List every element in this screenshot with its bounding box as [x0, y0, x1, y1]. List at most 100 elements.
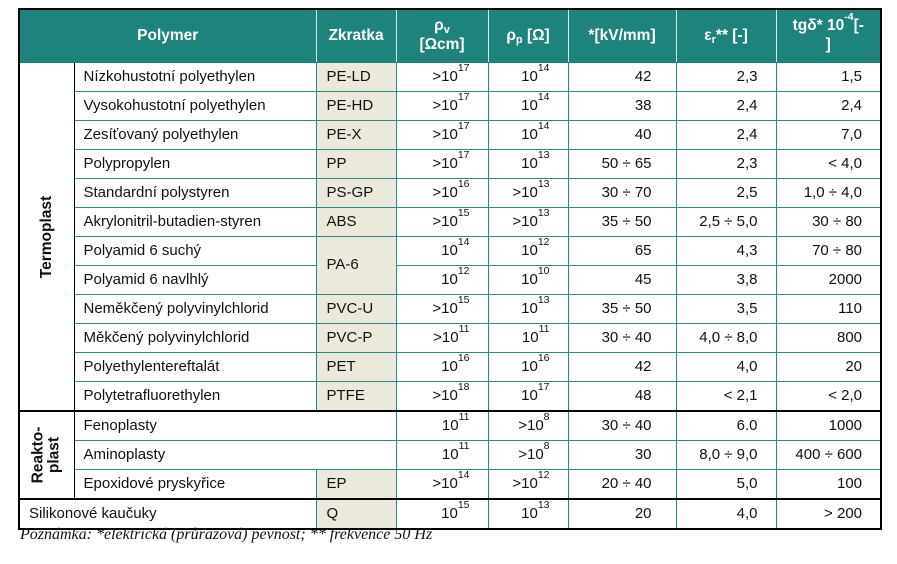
cell-strength: 42	[567, 62, 677, 92]
cell-abbreviation: PVC-U	[315, 294, 397, 324]
cell-strength: 65	[567, 236, 677, 266]
col-header-polymer: Polymer	[19, 9, 317, 63]
cell-polymer-name: Polyamid 6 navlhlý	[73, 265, 317, 295]
table-row: Měkčený polyvinylchlorid PVC-P >1011 1011 30…	[19, 323, 882, 353]
cell-tgd: 2,4	[775, 91, 882, 121]
cell-rho-v: >1014	[395, 469, 489, 500]
cell-abbreviation: PP	[315, 149, 397, 179]
cell-polymer-name: Fenoplasty	[73, 410, 397, 441]
cell-abbreviation: PTFE	[315, 381, 397, 412]
col-header-strength: *[kV/mm]	[567, 9, 677, 63]
cell-eps: 3,5	[675, 294, 777, 324]
cell-abbreviation: PE-LD	[315, 62, 397, 92]
cell-rho-v: 1014	[395, 236, 489, 266]
table-row: Akrylonitril-butadien-styren ABS >1015 >101…	[19, 207, 882, 237]
cell-rho-v: >1011	[395, 323, 489, 353]
cell-abbreviation: EP	[315, 469, 397, 500]
cell-eps: 3,8	[675, 265, 777, 295]
cell-abbreviation: PE-X	[315, 120, 397, 150]
cell-eps: 2,5	[675, 178, 777, 208]
table-row: Epoxidové pryskyřice EP >1014 >1012 20 ÷ 40 5…	[19, 469, 882, 500]
cell-eps: 4,0	[675, 352, 777, 382]
table-row: Aminoplasty 1011 >108 30 8,0 ÷ 9,0 400 ÷ 600	[19, 440, 882, 470]
cell-tgd: 1,0 ÷ 4,0	[775, 178, 882, 208]
table-row: Polyethylentereftalát PET 1016 1016 42 4,0 20	[19, 352, 882, 382]
cell-eps: 5,0	[675, 469, 777, 500]
cell-eps: 8,0 ÷ 9,0	[675, 440, 777, 470]
cell-tgd: 110	[775, 294, 882, 324]
cell-eps: 6.0	[675, 410, 777, 441]
cell-eps: < 2,1	[675, 381, 777, 412]
cell-polymer-name: Akrylonitril-butadien-styren	[73, 207, 317, 237]
cell-strength: 42	[567, 352, 677, 382]
table-footnote: Poznámka: *elektrická (průrazová) pevnos…	[20, 526, 433, 543]
cell-rho-v: 1016	[395, 352, 489, 382]
cell-tgd: 1,5	[775, 62, 882, 92]
cell-rho-p: 1012	[487, 236, 569, 266]
col-header-eps: εr** [-]	[675, 9, 777, 63]
cell-rho-p: >1012	[487, 469, 569, 500]
cell-tgd: 20	[775, 352, 882, 382]
cell-polymer-name: Vysokohustotní polyethylen	[73, 91, 317, 121]
cell-eps: 4,0 ÷ 8,0	[675, 323, 777, 353]
cell-rho-p: 1010	[487, 265, 569, 295]
cell-polymer-name: Polytetrafluorethylen	[73, 381, 317, 412]
cell-tgd: 30 ÷ 80	[775, 207, 882, 237]
category-label-reakto-plast: Reakto- plast	[18, 410, 75, 500]
cell-abbreviation: PET	[315, 352, 397, 382]
table-row: Polypropylen PP >1017 1013 50 ÷ 65 2,3 < 4,0	[19, 149, 882, 179]
cell-strength: 48	[567, 381, 677, 412]
cell-eps: 4,3	[675, 236, 777, 266]
cell-strength: 30 ÷ 40	[567, 323, 677, 353]
data-table: Polymer Zkratka ρv [Ωcm] ρp [Ω] *[kV/mm] …	[18, 8, 883, 530]
table-row: Silikonové kaučuky Q 1015 1013 20 4,0 > 200	[18, 498, 882, 530]
cell-polymer-name: Zesíťovaný polyethylen	[73, 120, 317, 150]
cell-rho-v: >1017	[395, 91, 489, 121]
cell-tgd: 100	[775, 469, 882, 500]
cell-eps: 2,3	[675, 149, 777, 179]
table-row: Reakto- plast Fenoplasty 1011 >108 30 ÷ 40 6.…	[18, 410, 882, 500]
cell-rho-p: 1013	[487, 149, 569, 179]
cell-strength: 20 ÷ 40	[567, 469, 677, 500]
cell-polymer-name: Polypropylen	[73, 149, 317, 179]
cell-rho-p: 1014	[487, 62, 569, 92]
cell-strength: 50 ÷ 65	[567, 149, 677, 179]
cell-strength: 30 ÷ 70	[567, 178, 677, 208]
cell-tgd: > 200	[775, 498, 882, 530]
cell-rho-p: 1011	[487, 323, 569, 353]
table-row: Zesíťovaný polyethylen PE-X >1017 1014 40 2,4…	[19, 120, 882, 150]
cell-rho-v: >1018	[395, 381, 489, 412]
category-label-termoplast: Termoplast	[18, 62, 75, 412]
cell-polymer-name: Nízkohustotní polyethylen	[73, 62, 317, 92]
cell-polymer-name: Polyethylentereftalát	[73, 352, 317, 382]
cell-rho-p: 1014	[487, 120, 569, 150]
cell-polymer-name: Standardní polystyren	[73, 178, 317, 208]
cell-eps: 2,4	[675, 120, 777, 150]
cell-rho-p: >1013	[487, 207, 569, 237]
cell-rho-p: 1013	[487, 498, 569, 530]
cell-polymer-name: Silikonové kaučuky	[18, 498, 317, 530]
cell-rho-p: 1017	[487, 381, 569, 412]
table-row: Vysokohustotní polyethylen PE-HD >1017 1014…	[19, 91, 882, 121]
cell-abbreviation: ABS	[315, 207, 397, 237]
cell-strength: 30 ÷ 40	[567, 410, 677, 441]
cell-rho-p: >108	[487, 410, 569, 441]
cell-abbreviation: Q	[315, 498, 397, 530]
cell-strength: 20	[567, 498, 677, 530]
cell-rho-v: >1017	[395, 62, 489, 92]
cell-rho-v: >1016	[395, 178, 489, 208]
cell-strength: 30	[567, 440, 677, 470]
cell-tgd: 2000	[775, 265, 882, 295]
cell-rho-v: >1015	[395, 207, 489, 237]
cell-polymer-name: Polyamid 6 suchý	[73, 236, 317, 266]
cell-strength: 45	[567, 265, 677, 295]
category-label-text: Termoplast	[37, 195, 55, 278]
cell-tgd: 800	[775, 323, 882, 353]
cell-rho-p: >108	[487, 440, 569, 470]
cell-eps: 2,4	[675, 91, 777, 121]
cell-rho-v: 1012	[395, 265, 489, 295]
cell-rho-v: 1011	[395, 410, 489, 441]
cell-rho-v: 1015	[395, 498, 489, 530]
cell-rho-v: 1011	[395, 440, 489, 470]
col-header-zkratka: Zkratka	[315, 9, 397, 63]
